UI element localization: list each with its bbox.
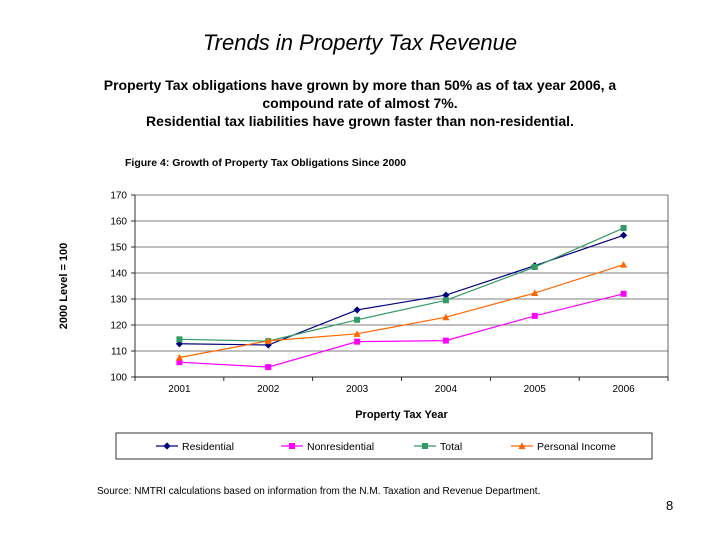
data-point-total xyxy=(442,297,449,304)
y-tick-label: 100 xyxy=(110,373,127,384)
subtitle-line-2: compound rate of almost 7%. xyxy=(262,95,458,111)
data-point-total xyxy=(354,316,361,323)
legend-label-nonresidential: Nonresidential xyxy=(307,441,374,453)
legend-marker-nonresidential xyxy=(289,443,295,449)
y-tick-label: 110 xyxy=(111,347,127,358)
slide-subtitle: Property Tax obligations have grown by m… xyxy=(60,76,660,130)
y-tick-label: 120 xyxy=(110,321,127,332)
subtitle-line-1: Property Tax obligations have grown by m… xyxy=(103,77,617,93)
slide-title: Trends in Property Tax Revenue xyxy=(202,30,518,55)
data-point-residential xyxy=(619,231,628,239)
data-point-nonresidential xyxy=(354,338,361,345)
data-point-total xyxy=(620,225,627,232)
data-point-total xyxy=(176,336,183,343)
x-tick-label: 2003 xyxy=(346,384,369,395)
y-tick-label: 150 xyxy=(110,243,127,254)
legend-marker-total xyxy=(422,443,428,449)
subtitle-line-3: Residential tax liabilities have grown f… xyxy=(146,113,574,129)
y-tick-label: 140 xyxy=(110,269,127,280)
x-tick-label: 2001 xyxy=(168,384,191,395)
x-axis-title: Property Tax Year xyxy=(355,409,448,421)
y-axis-title: 2000 Level = 100 xyxy=(58,243,70,330)
data-point-personal-income xyxy=(175,353,184,361)
data-point-personal-income xyxy=(531,289,539,297)
legend-label-personal-income: Personal Income xyxy=(537,441,616,453)
data-point-nonresidential xyxy=(442,337,449,344)
figure-caption: Figure 4: Growth of Property Tax Obligat… xyxy=(125,157,407,169)
legend-box xyxy=(115,432,653,460)
series-line-total xyxy=(179,227,624,342)
data-point-nonresidential xyxy=(531,312,538,319)
legend-marker-personal-income xyxy=(518,442,526,449)
x-tick-label: 2002 xyxy=(257,384,280,395)
series-line-personal-income xyxy=(179,264,624,359)
data-point-residential xyxy=(442,291,450,299)
data-point-personal-income xyxy=(442,313,450,321)
page-number: 8 xyxy=(666,498,674,513)
series-line-nonresidential xyxy=(179,293,624,368)
data-point-nonresidential xyxy=(265,364,272,371)
data-point-residential xyxy=(353,306,361,314)
legend-marker-residential xyxy=(163,442,171,450)
x-tick-label: 2004 xyxy=(435,384,458,395)
data-point-personal-income xyxy=(353,330,361,337)
x-tick-label: 2006 xyxy=(612,384,635,395)
legend-label-total: Total xyxy=(440,441,462,453)
y-tick-label: 130 xyxy=(110,295,127,306)
legend-label-residential: Residential xyxy=(182,441,234,453)
x-tick-label: 2005 xyxy=(524,384,547,395)
series-line-residential xyxy=(179,234,624,346)
y-tick-label: 170 xyxy=(110,191,127,202)
data-point-total xyxy=(531,264,538,271)
y-tick-label: 160 xyxy=(110,217,127,228)
source-note: Source: NMTRI calculations based on info… xyxy=(97,486,541,497)
data-point-personal-income xyxy=(619,261,628,268)
data-point-residential xyxy=(175,340,184,348)
data-point-personal-income xyxy=(264,337,272,344)
data-point-nonresidential xyxy=(620,290,627,297)
data-point-nonresidential xyxy=(176,359,183,366)
